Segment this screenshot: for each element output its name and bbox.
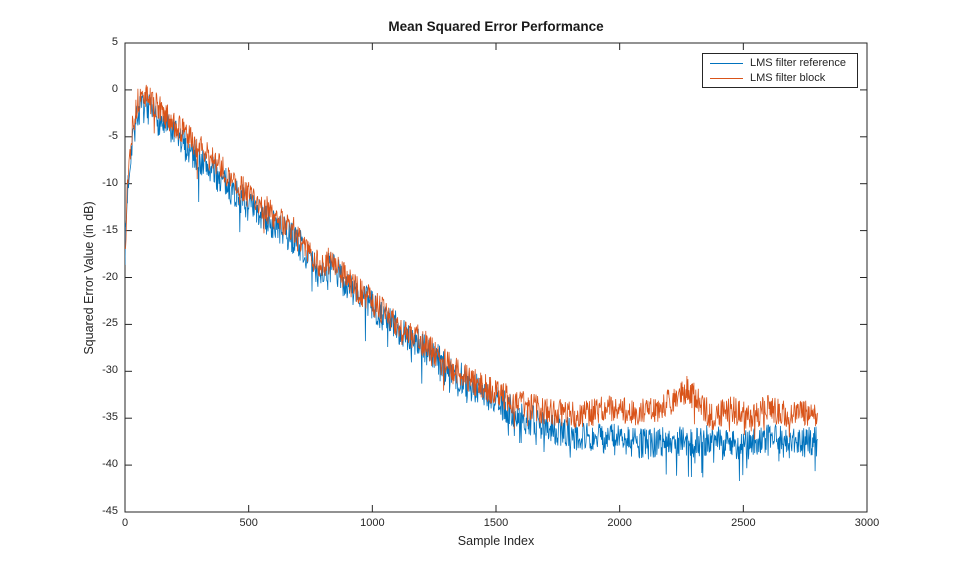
y-tick-label: -15	[102, 223, 118, 236]
x-tick-label: 0	[121, 517, 129, 529]
series-line-lms-filter-block	[125, 84, 818, 440]
legend-label-reference: LMS filter reference	[750, 57, 846, 69]
x-tick-label: 3000	[854, 517, 880, 529]
legend: LMS filter reference LMS filter block	[702, 53, 858, 88]
x-tick-label: 2000	[607, 517, 632, 529]
x-tick-label: 2500	[731, 517, 756, 529]
y-tick-label: -35	[102, 411, 118, 424]
y-tick-label: -10	[102, 176, 118, 189]
series-group	[125, 84, 818, 482]
y-tick-label: 5	[111, 36, 118, 48]
tick-marks	[124, 42, 868, 513]
y-tick-label: -40	[102, 458, 118, 471]
y-tick-label: -45	[102, 505, 118, 517]
legend-line-swatch-block	[710, 77, 743, 79]
legend-entry-reference: LMS filter reference	[703, 57, 857, 69]
y-tick-label: -5	[108, 129, 118, 142]
series-line-lms-filter-reference	[125, 91, 818, 482]
legend-label-block: LMS filter block	[750, 72, 826, 84]
y-tick-label: 0	[111, 82, 118, 95]
y-tick-label: -25	[102, 317, 118, 330]
chart-title: Mean Squared Error Performance	[388, 19, 604, 34]
y-tick-label: -30	[102, 364, 118, 377]
x-axis-label: Sample Index	[457, 534, 535, 548]
x-tick-label: 500	[239, 517, 258, 529]
legend-entry-block: LMS filter block	[703, 72, 857, 84]
legend-line-swatch-reference	[710, 62, 743, 64]
y-tick-label: -20	[102, 270, 118, 283]
x-tick-label: 1500	[483, 517, 509, 529]
x-tick-label: 1000	[360, 517, 385, 529]
